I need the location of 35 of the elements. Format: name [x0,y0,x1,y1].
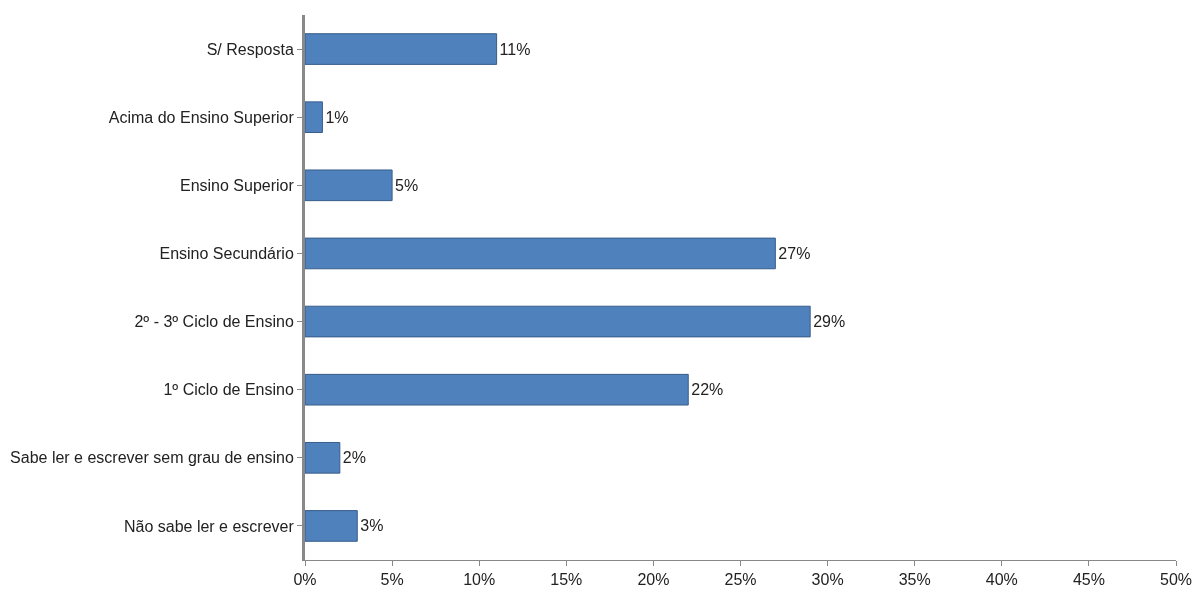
bar [305,101,323,134]
data-label: 27% [778,244,811,262]
x-tick-label: 50% [1159,571,1193,589]
data-label: 2% [342,449,366,467]
x-tick-label: 35% [898,571,931,589]
x-tick-label: 20% [637,571,670,589]
bar [305,373,689,406]
x-tick-label: 40% [985,571,1018,589]
x-tick-label: 45% [1072,571,1105,589]
data-label: 5% [395,176,419,194]
y-tick-label: Sabe ler e escrever sem grau de ensino [10,449,294,467]
x-tick-label: 0% [293,571,317,589]
data-label: 1% [325,108,349,126]
x-tick-label: 15% [550,571,583,589]
y-tick-label: Ensino Superior [179,176,295,194]
y-tick-label: Ensino Secundário [159,245,294,263]
bar [305,441,341,474]
bar [305,33,498,65]
bar [305,305,811,338]
y-tick-label: Acima do Ensino Superior [108,108,295,126]
data-label: 22% [691,381,724,399]
y-tick-label: 2º - 3º Ciclo de Ensino [134,313,294,331]
y-tick-label: 1º Ciclo de Ensino [163,381,294,399]
y-tick-label: S/ Resposta [206,40,294,58]
y-tick-label: Não sabe ler e escrever [123,517,295,535]
data-label: 3% [360,517,384,535]
x-tick-label: 30% [811,571,844,589]
x-tick-label: 10% [463,571,496,589]
data-label: 11% [499,40,531,58]
x-tick-label: 25% [724,571,757,589]
data-label: 29% [813,313,846,331]
bar [305,510,358,542]
x-tick-label: 5% [380,571,404,589]
bar [305,237,776,270]
bar [305,169,393,202]
